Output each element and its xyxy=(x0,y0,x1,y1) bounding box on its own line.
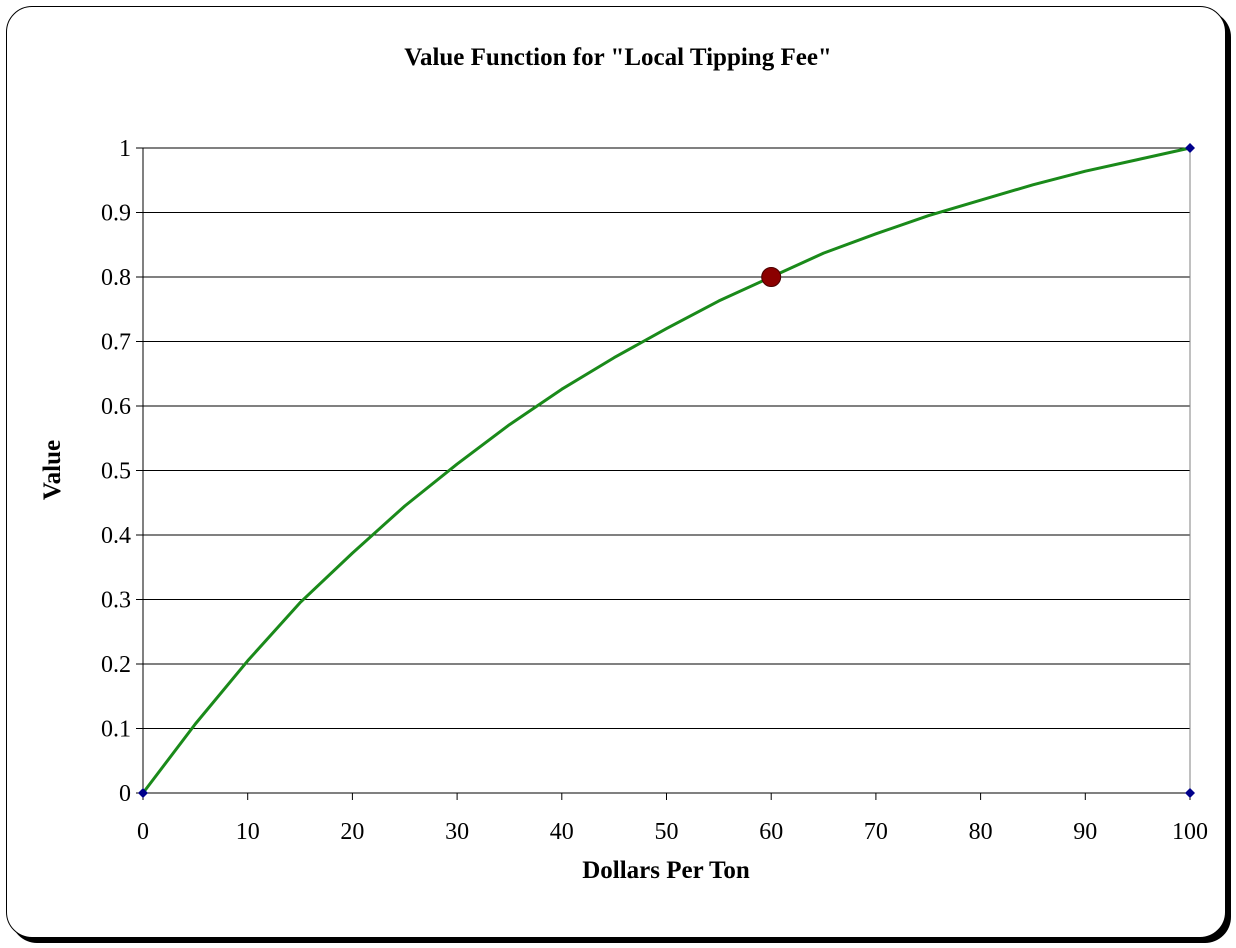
gridlines xyxy=(143,147,1190,729)
value-curve xyxy=(141,146,1191,794)
x-tick-label: 70 xyxy=(864,819,888,845)
y-tick-label: 0.6 xyxy=(101,394,131,420)
diamond-marker xyxy=(138,788,148,798)
y-tick-label: 0.5 xyxy=(101,459,131,485)
x-tick-label: 80 xyxy=(969,819,993,845)
x-tick-label: 10 xyxy=(236,819,260,845)
x-tick-labels: 0 10 20 30 40 50 60 70 80 90 100 xyxy=(137,819,1208,845)
series-layer xyxy=(138,143,1195,798)
y-tick-label: 0.3 xyxy=(101,588,131,614)
x-tick-label: 30 xyxy=(445,819,469,845)
x-tick-label: 100 xyxy=(1172,819,1208,845)
x-tick-label: 50 xyxy=(655,819,679,845)
y-tick-label: 0.8 xyxy=(101,265,131,291)
chart-title: Value Function for "Local Tipping Fee" xyxy=(404,44,832,71)
y-axis-label: Value xyxy=(39,440,66,500)
x-tick-label: 60 xyxy=(759,819,783,845)
x-tick-label: 20 xyxy=(340,819,364,845)
x-axis-label: Dollars Per Ton xyxy=(582,857,750,884)
y-tick-label: 0.2 xyxy=(101,652,131,678)
highlight-point xyxy=(761,267,782,287)
chart-frame xyxy=(6,6,1226,938)
diamond-marker xyxy=(1185,143,1195,153)
y-tick-label: 1 xyxy=(119,136,131,162)
y-tick-label: 0.1 xyxy=(101,717,131,743)
axes xyxy=(136,147,1191,800)
y-tick-label: 0 xyxy=(119,781,131,807)
x-tick-label: 0 xyxy=(137,819,149,845)
diamond-marker xyxy=(1185,788,1195,798)
x-tick-label: 40 xyxy=(550,819,574,845)
y-tick-labels: 0 0.1 0.2 0.3 0.4 0.5 0.6 0.7 0.8 0.9 1 xyxy=(101,136,131,807)
y-tick-label: 0.7 xyxy=(101,330,131,356)
x-tick-label: 90 xyxy=(1073,819,1097,845)
y-tick-label: 0.4 xyxy=(101,523,131,549)
y-tick-label: 0.9 xyxy=(101,201,131,227)
